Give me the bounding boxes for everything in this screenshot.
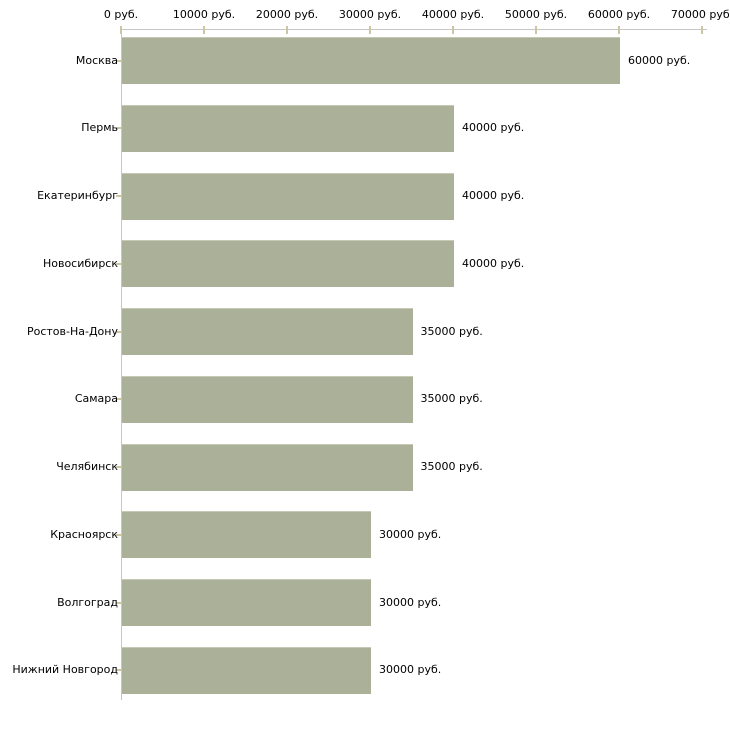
x-tick [203,26,205,34]
y-tick [116,127,122,130]
x-tick [701,26,703,34]
y-tick [116,466,122,468]
value-label: 30000 руб. [379,663,442,677]
x-tick-label: 60000 руб. [587,8,651,21]
y-tick [116,669,122,672]
category-label: Челябинск [56,460,118,473]
category-label: Самара [74,392,118,406]
value-label: 60000 руб. [628,53,691,67]
x-tick [120,26,122,34]
bar [122,172,454,220]
bar [122,375,413,423]
y-tick [116,533,122,536]
value-label: 30000 руб. [379,595,442,609]
bar [122,646,371,694]
x-tick-label: 50000 руб. [504,8,568,21]
value-label: 35000 руб. [420,392,483,406]
y-tick [116,330,122,333]
y-axis-line [121,29,122,700]
value-label: 30000 руб. [379,527,442,541]
category-label: Красноярск [50,527,118,541]
x-tick-label: 30000 руб. [338,8,402,21]
category-label: Пермь [81,121,118,135]
value-label: 40000 руб. [462,189,525,202]
x-tick [618,26,620,34]
x-tick-label: 0 руб. [103,8,139,21]
y-tick [116,59,122,62]
x-tick [535,26,537,34]
x-tick [452,26,454,34]
category-label: Волгоград [57,595,118,609]
x-tick-label: 40000 руб. [421,8,485,21]
bar [122,511,371,559]
y-tick [116,195,122,197]
x-tick-label: 70000 руб. [670,8,730,21]
value-label: 35000 руб. [420,460,483,473]
value-label: 40000 руб. [462,256,525,270]
bar [122,308,413,355]
x-tick [286,26,288,34]
category-label: Екатеринбург [37,189,118,202]
y-tick [116,601,122,604]
bar [122,579,371,626]
x-tick [369,26,371,34]
y-tick [116,398,122,401]
bar [122,443,413,491]
bar [122,37,620,84]
bar [122,104,454,152]
category-label: Нижний Новгород [12,663,118,677]
x-tick-label: 20000 руб. [255,8,319,21]
value-label: 40000 руб. [462,121,525,135]
category-label: Москва [75,53,118,67]
bar [122,240,454,288]
category-label: Ростов-На-Дону [26,324,118,338]
value-label: 35000 руб. [420,324,483,338]
y-tick [116,262,122,265]
x-axis-line [121,29,707,30]
category-label: Новосибирск [42,256,118,270]
x-tick-label: 10000 руб. [172,8,236,21]
